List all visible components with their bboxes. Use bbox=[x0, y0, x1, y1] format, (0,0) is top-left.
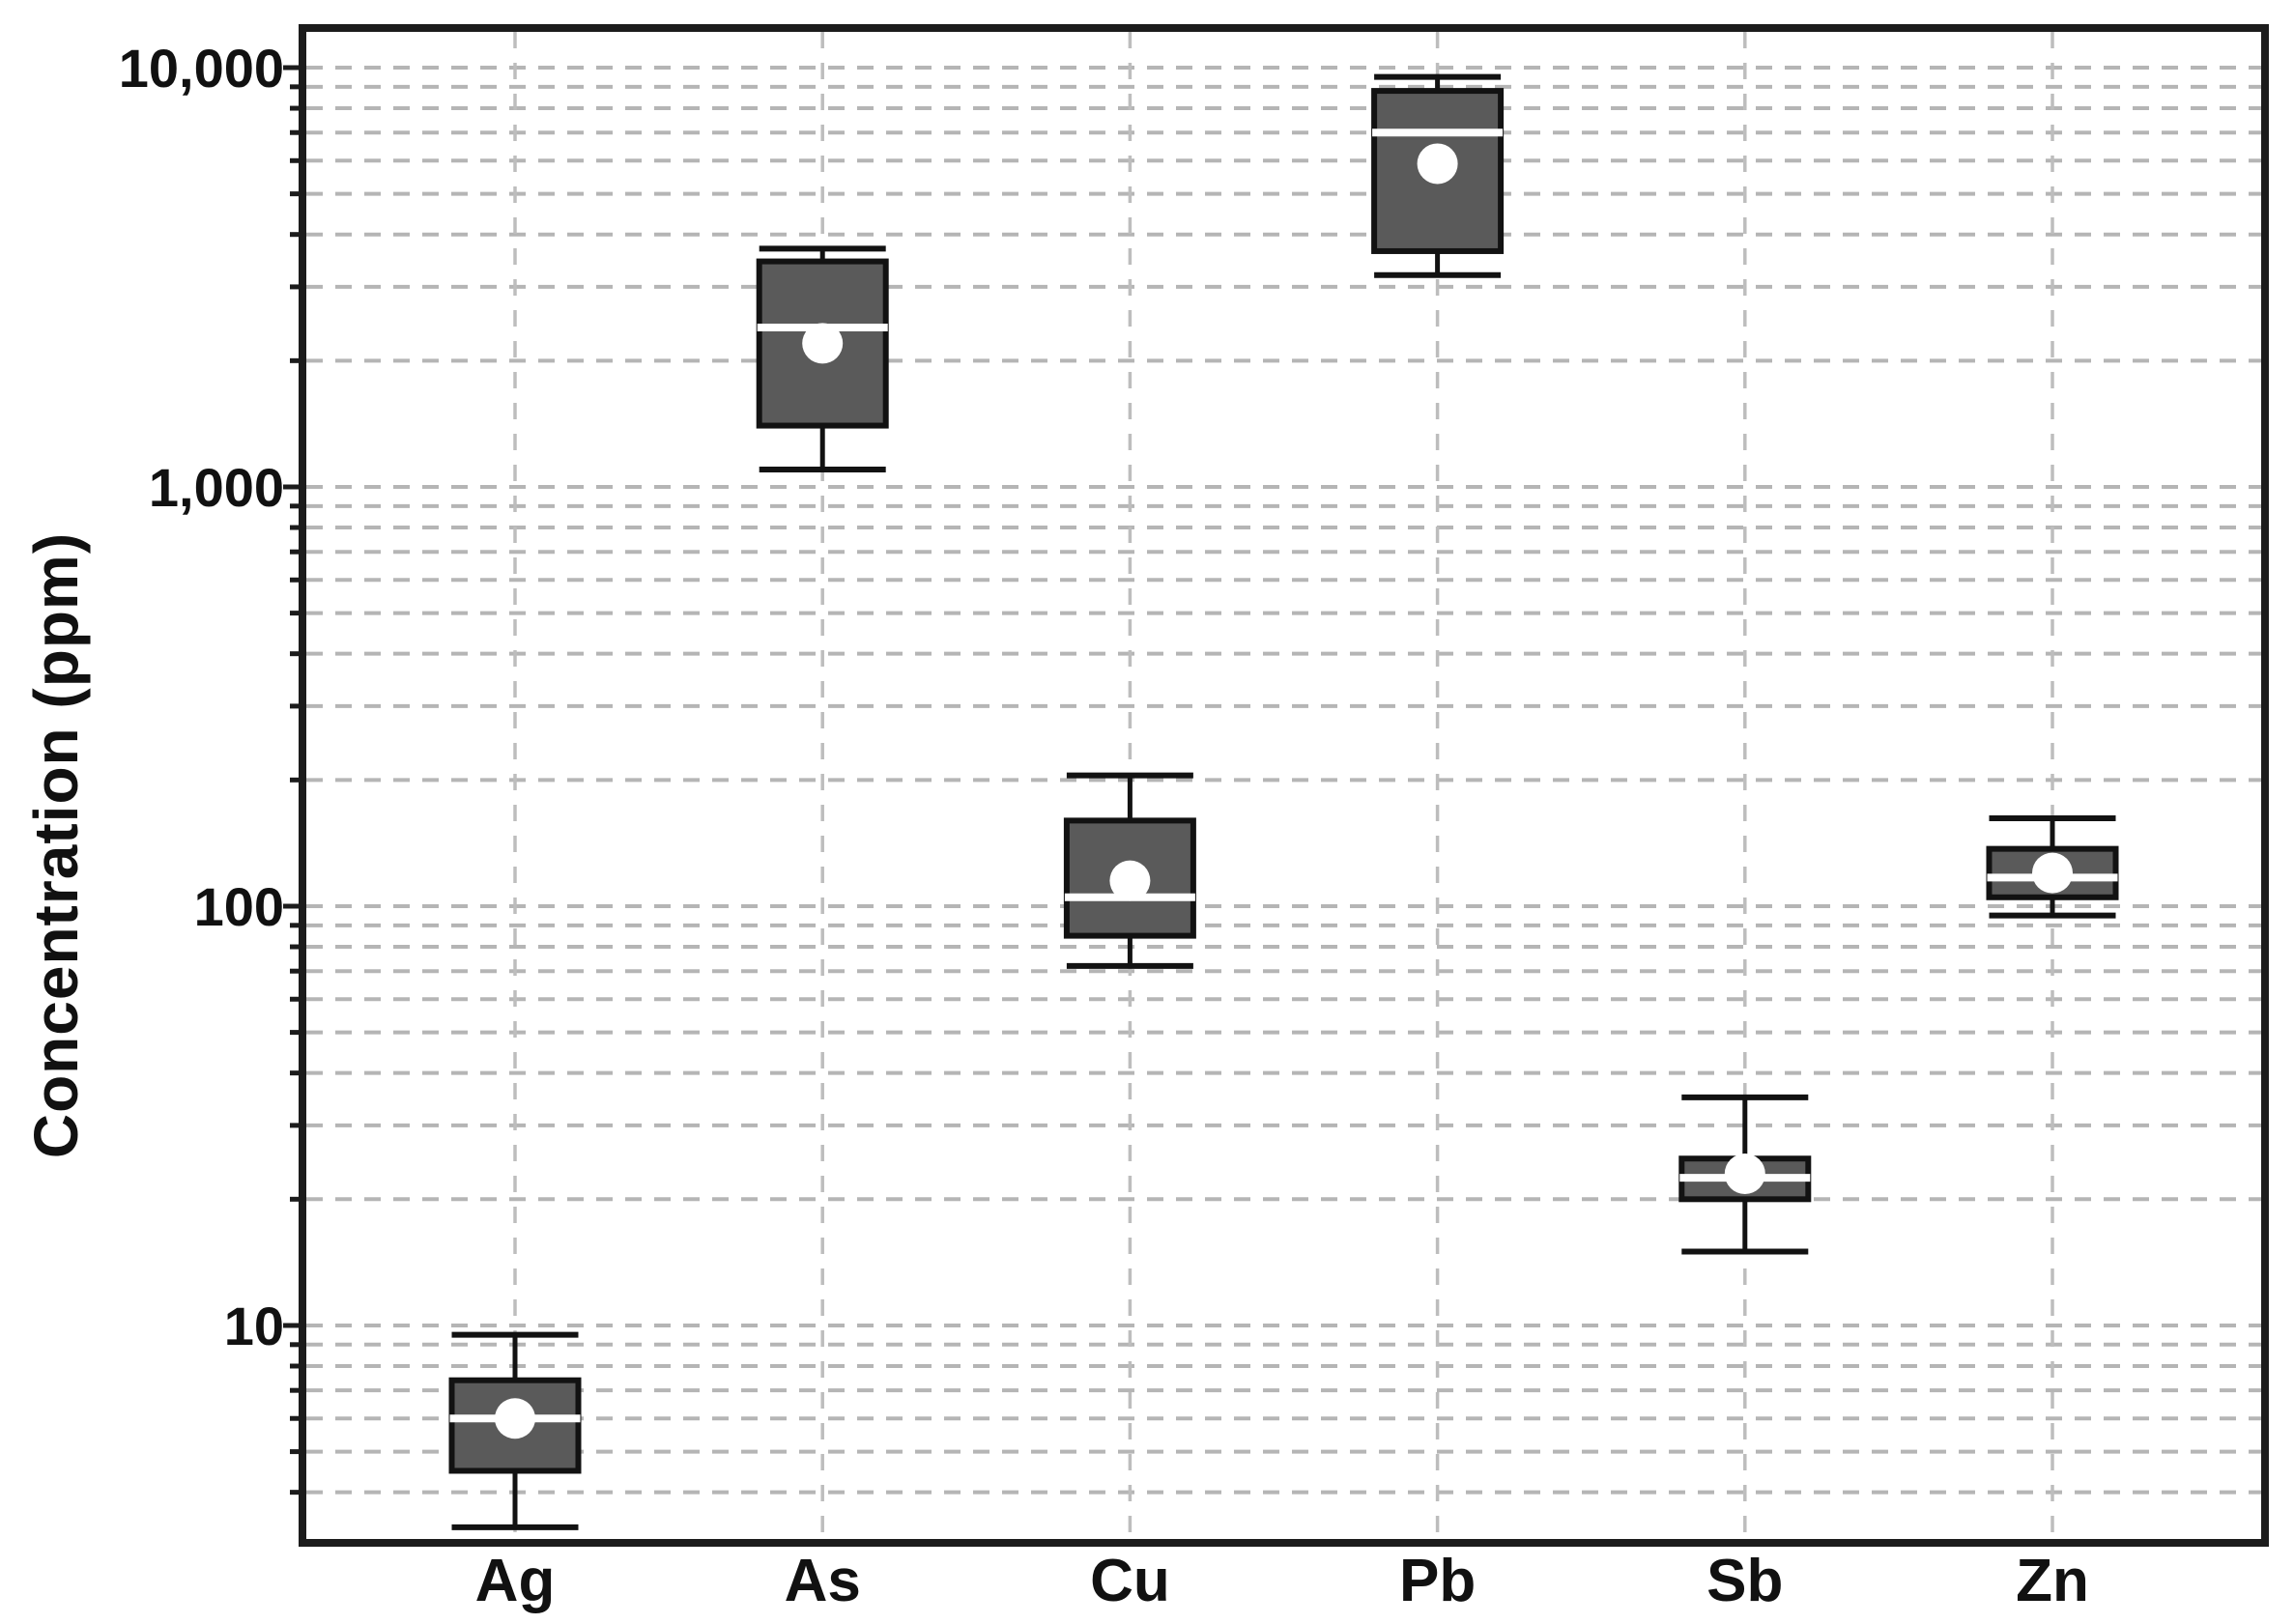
plot-border bbox=[299, 24, 2269, 1547]
x-category-label: Pb bbox=[1399, 1548, 1476, 1614]
y-axis-title: Concentration (ppm) bbox=[21, 531, 91, 1159]
x-category-label: Zn bbox=[2016, 1548, 2089, 1614]
x-category-labels: Ag As Cu Pb Sb Zn bbox=[475, 1548, 2089, 1614]
y-tick-labels: 10 100 1,000 10,000 bbox=[119, 38, 284, 1356]
x-category-label: Cu bbox=[1090, 1548, 1170, 1614]
mean-marker bbox=[495, 1398, 535, 1439]
y-tick-label: 10,000 bbox=[119, 38, 284, 99]
mean-marker bbox=[2032, 852, 2073, 894]
x-category-label: As bbox=[785, 1548, 861, 1614]
y-tick-label: 100 bbox=[194, 876, 284, 937]
mean-marker bbox=[802, 323, 844, 364]
box-group-Sb bbox=[1678, 1094, 1812, 1255]
box-group-Pb bbox=[1371, 73, 1505, 278]
x-category-label: Ag bbox=[475, 1548, 556, 1614]
mean-marker bbox=[1109, 860, 1151, 901]
mean-marker bbox=[1724, 1153, 1765, 1194]
mean-marker bbox=[1417, 143, 1458, 185]
iqr-box bbox=[448, 1377, 582, 1474]
y-tick-label: 10 bbox=[224, 1296, 284, 1356]
y-tick-label: 1,000 bbox=[149, 457, 284, 518]
box-group-Zn bbox=[1986, 815, 2119, 919]
y-gridlines bbox=[306, 65, 2261, 1495]
iqr-box bbox=[1063, 817, 1196, 939]
box-group-As bbox=[756, 245, 889, 473]
box-group-Ag bbox=[448, 1331, 582, 1530]
x-category-label: Sb bbox=[1706, 1548, 1783, 1614]
box-group-Cu bbox=[1063, 772, 1196, 969]
